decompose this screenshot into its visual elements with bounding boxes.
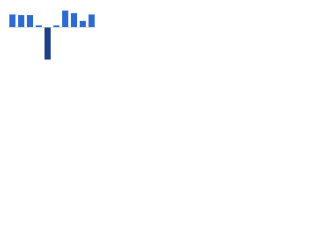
bar <box>26 15 34 28</box>
bar <box>53 25 60 28</box>
bar <box>18 15 25 28</box>
bar <box>62 10 69 28</box>
bar <box>70 13 78 28</box>
chart <box>0 0 100 71</box>
bar <box>35 25 42 28</box>
bar <box>9 14 16 28</box>
bar <box>44 27 51 60</box>
bar <box>88 14 95 28</box>
bar <box>79 20 86 28</box>
